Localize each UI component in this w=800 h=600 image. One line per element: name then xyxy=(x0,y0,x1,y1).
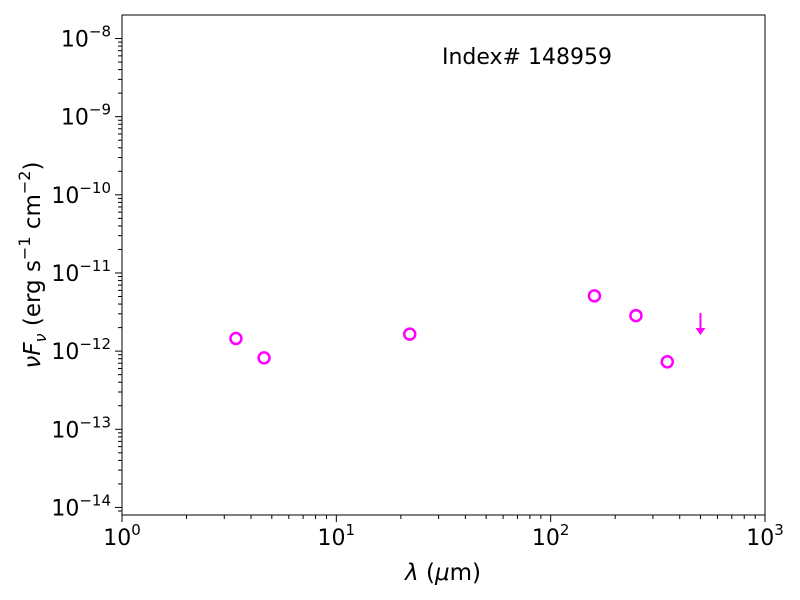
data-point xyxy=(587,289,602,303)
y-axis-label: νFν (erg s−1 cm−2) xyxy=(15,162,50,369)
index-annotation: Index# 148959 xyxy=(442,45,612,70)
x-tick-label: 103 xyxy=(746,521,784,551)
y-tick-label: 10−13 xyxy=(51,413,111,443)
y-tick-label: 10−8 xyxy=(61,23,111,53)
upper-limit-arrow xyxy=(695,313,706,336)
data-markers xyxy=(229,289,706,369)
x-tick-label: 102 xyxy=(532,521,570,551)
y-axis-ticks: 10−14 10−13 10−12 10−11 10−10 10−9 10−8 xyxy=(51,23,122,521)
y-tick-label: 10−9 xyxy=(61,101,111,131)
data-point xyxy=(229,331,243,346)
y-tick-label: 10−10 xyxy=(51,179,111,209)
data-point xyxy=(660,355,675,369)
y-tick-label: 10−12 xyxy=(51,335,111,365)
plot-area xyxy=(121,14,766,516)
data-point xyxy=(402,327,417,341)
x-axis-ticks: 100 101 102 103 xyxy=(103,515,784,551)
data-point xyxy=(257,351,271,365)
plot-frame xyxy=(121,14,766,516)
x-tick-label: 101 xyxy=(318,521,356,551)
x-axis-label: λ (μm) xyxy=(403,560,481,586)
y-tick-label: 10−11 xyxy=(51,257,111,287)
y-tick-label: 10−14 xyxy=(51,491,111,521)
x-tick-label: 100 xyxy=(103,521,141,551)
data-point xyxy=(629,308,643,323)
